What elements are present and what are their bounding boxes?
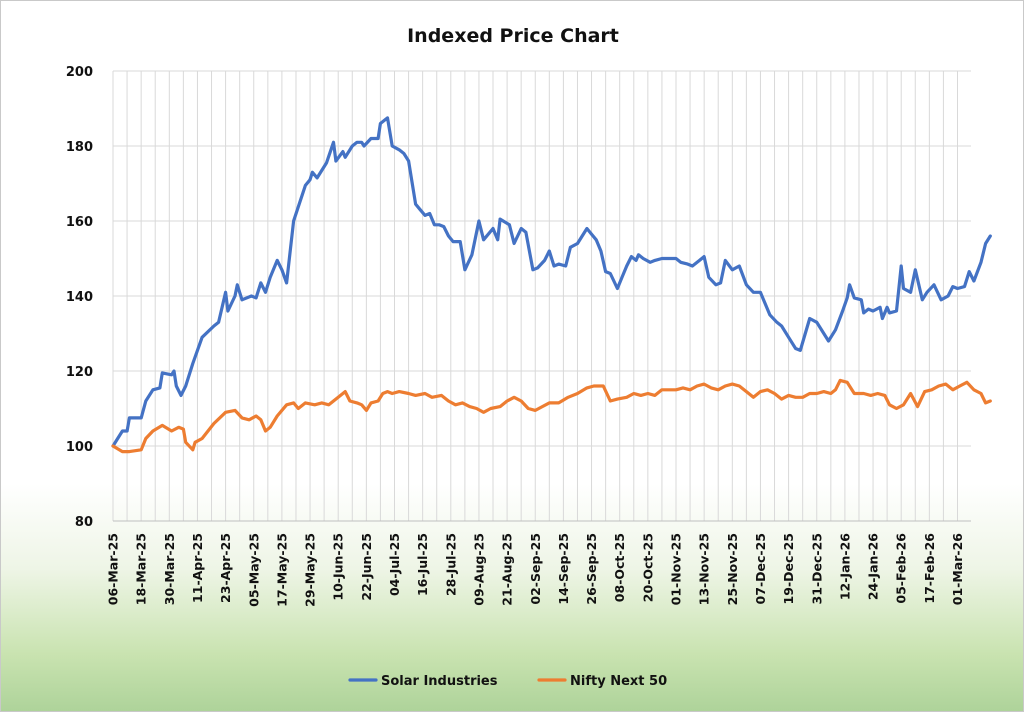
x-tick-label: 25-Nov-25 <box>725 533 740 605</box>
x-tick-label: 20-Oct-25 <box>640 533 655 602</box>
y-tick-label: 100 <box>66 440 93 455</box>
legend-label: Solar Industries <box>381 674 498 689</box>
x-tick-label: 24-Jan-26 <box>866 533 881 600</box>
x-tick-label: 04-Jul-25 <box>387 533 402 596</box>
x-tick-label: 16-Jul-25 <box>415 533 430 596</box>
x-tick-label: 05-May-25 <box>246 533 261 607</box>
x-tick-label: 29-May-25 <box>303 533 318 607</box>
x-tick-label: 30-Mar-25 <box>162 533 177 605</box>
x-tick-label: 28-Jul-25 <box>443 533 458 596</box>
series-group <box>111 116 992 454</box>
x-tick-label: 06-Mar-25 <box>106 533 121 605</box>
x-tick-label: 09-Aug-25 <box>471 533 486 606</box>
x-tick-label: 31-Dec-25 <box>809 533 824 604</box>
x-tick-label: 01-Nov-25 <box>669 533 684 605</box>
x-tick-label: 13-Nov-25 <box>697 533 712 605</box>
x-tick-label: 17-May-25 <box>274 533 289 607</box>
y-tick-label: 80 <box>75 515 93 530</box>
x-tick-label: 05-Feb-26 <box>894 533 909 604</box>
legend: Solar Industries Nifty Next 50 <box>348 674 667 689</box>
x-tick-label: 02-Sep-25 <box>528 533 543 605</box>
y-tick-label: 200 <box>66 65 93 80</box>
y-axis-ticks: 80 100 120 140 160 180 200 <box>66 65 93 530</box>
x-tick-label: 18-Mar-25 <box>134 533 149 605</box>
chart-title: Indexed Price Chart <box>407 25 619 47</box>
x-tick-label: 11-Apr-25 <box>190 533 205 603</box>
x-tick-label: 12-Jan-26 <box>837 533 852 600</box>
x-tick-label: 26-Sep-25 <box>584 533 599 605</box>
y-tick-label: 160 <box>66 215 93 230</box>
x-tick-label: 22-Jun-25 <box>359 533 374 601</box>
legend-label: Nifty Next 50 <box>570 674 667 689</box>
x-tick-label: 17-Feb-26 <box>922 533 937 604</box>
x-tick-label: 01-Mar-26 <box>950 533 965 606</box>
x-tick-label: 10-Jun-25 <box>331 533 346 601</box>
x-axis-ticks: 06-Mar-25 18-Mar-25 30-Mar-25 11-Apr-25 23-A… <box>106 533 966 607</box>
y-tick-label: 120 <box>66 365 93 380</box>
series-line-nifty-next-50 <box>111 378 992 454</box>
y-tick-label: 140 <box>66 290 93 305</box>
grid-lines <box>112 70 971 521</box>
x-tick-label: 07-Dec-25 <box>753 533 768 604</box>
y-tick-label: 180 <box>66 140 93 155</box>
x-tick-label: 14-Sep-25 <box>556 533 571 605</box>
x-tick-label: 08-Oct-25 <box>612 533 627 602</box>
x-tick-label: 23-Apr-25 <box>218 533 233 603</box>
series-line-solar-industries <box>111 116 992 448</box>
x-tick-label: 21-Aug-25 <box>500 533 515 606</box>
x-tick-label: 19-Dec-25 <box>781 533 796 604</box>
